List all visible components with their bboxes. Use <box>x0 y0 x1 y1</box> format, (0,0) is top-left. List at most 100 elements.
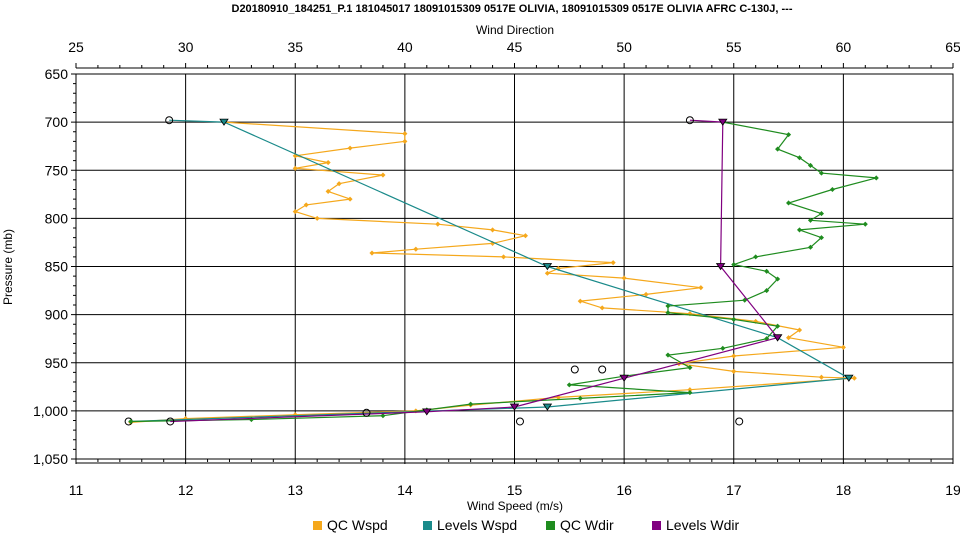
y-axis-title: Pressure (mb) <box>1 229 15 305</box>
qc-wspd-point <box>292 165 298 171</box>
legend-label: Levels Wspd <box>437 517 517 533</box>
qc-wdir-point <box>665 303 671 309</box>
qc-wdir-point <box>775 323 781 329</box>
qc-wdir-line <box>130 121 877 423</box>
x2-tick-label: 55 <box>726 39 742 55</box>
stray-marker <box>515 417 524 426</box>
x-tick-label: 15 <box>507 482 523 498</box>
qc-wspd-point <box>435 221 441 227</box>
stray-markers <box>362 365 744 426</box>
qc-wspd-line <box>130 121 855 423</box>
levels-wspd-point <box>165 116 174 125</box>
x-tick-label: 18 <box>836 482 852 498</box>
qc-wspd-point <box>698 285 704 291</box>
levels-wspd-point <box>219 118 229 126</box>
levels-wdir-point <box>772 334 783 342</box>
stray-marker <box>598 365 607 374</box>
x-tick-label: 19 <box>945 482 960 498</box>
qc-wdir-point <box>468 401 474 407</box>
y-tick-label: 1,050 <box>33 451 68 467</box>
qc-wspd-point <box>413 246 419 252</box>
legend: QC Wspd Levels Wspd QC Wdir Levels Wdir <box>313 517 739 533</box>
qc-wspd-point <box>687 387 693 393</box>
qc-wspd-point <box>347 196 353 202</box>
legend-item-qc-wspd[interactable]: QC Wspd <box>313 517 388 533</box>
legend-swatch <box>652 521 661 530</box>
legend-item-qc-wdir[interactable]: QC Wdir <box>546 517 614 533</box>
x2-tick-label: 35 <box>287 39 303 55</box>
qc-wdir-point <box>862 221 868 227</box>
qc-wdir-point <box>380 413 386 419</box>
qc-wdir-point <box>665 352 671 358</box>
y-tick-label: 800 <box>45 210 69 226</box>
x-tick-label: 17 <box>726 482 742 498</box>
legend-label: QC Wspd <box>327 517 388 533</box>
legend-swatch <box>313 521 322 530</box>
stray-marker <box>362 408 371 417</box>
stray-marker <box>735 417 744 426</box>
qc-wspd-point <box>544 270 550 276</box>
qc-wdir-point <box>764 268 770 274</box>
y-tick-label: 900 <box>45 307 69 323</box>
top-axis-title: Wind Direction <box>476 23 554 37</box>
series-group <box>124 116 879 426</box>
y-tick-label: 850 <box>45 259 69 275</box>
x2-tick-label: 45 <box>507 39 523 55</box>
levels-wspd-point <box>542 403 553 411</box>
x-tick-label: 11 <box>69 482 84 498</box>
stray-marker <box>570 365 579 374</box>
legend-label: QC Wdir <box>560 517 614 533</box>
x2-tick-label: 30 <box>178 39 194 55</box>
y-tick-label: 750 <box>45 162 69 178</box>
qc-wdir-point <box>796 155 803 161</box>
x2-tick-label: 60 <box>836 39 852 55</box>
x-tick-label: 13 <box>287 482 303 498</box>
x2-tick-label: 40 <box>397 39 413 55</box>
x-tick-label: 14 <box>397 482 413 498</box>
qc-wspd-point <box>818 374 824 380</box>
qc-wspd-point <box>402 138 408 144</box>
levels-wspd-point <box>542 263 553 271</box>
levels-wdir-point <box>619 374 629 382</box>
qc-wspd-point <box>610 260 616 266</box>
qc-wdir-point <box>764 288 770 294</box>
levels-wdir-line <box>170 119 779 423</box>
qc-wdir-point <box>731 316 737 322</box>
series-levels-wdir <box>166 116 783 426</box>
levels-wspd-point <box>844 374 854 382</box>
qc-wspd-point <box>314 215 320 221</box>
legend-swatch <box>546 521 555 530</box>
legend-item-levels-wdir[interactable]: Levels Wdir <box>652 517 739 533</box>
qc-wdir-point <box>128 418 134 425</box>
levels-wdir-point <box>715 263 726 271</box>
levels-wdir-point <box>166 417 175 426</box>
x-tick-label: 16 <box>616 482 632 498</box>
qc-wspd-point <box>347 145 353 151</box>
levels-wdir-point <box>685 116 694 125</box>
chart-title: D20180910_184251_P.1 181045017 180910153… <box>232 3 793 15</box>
qc-wspd-point <box>522 233 529 239</box>
y-tick-label: 1,000 <box>33 403 68 419</box>
levels-wdir-point <box>509 403 520 411</box>
qc-wspd-point <box>402 131 408 137</box>
levels-wdir-point <box>422 408 432 416</box>
x-tick-label: 12 <box>178 482 194 498</box>
levels-wdir-point <box>718 118 728 126</box>
qc-wdir-point <box>796 227 803 233</box>
legend-label: Levels Wdir <box>666 517 739 533</box>
qc-wspd-point <box>292 209 298 215</box>
x2-tick-label: 25 <box>68 39 84 55</box>
y-tick-label: 950 <box>45 355 69 371</box>
qc-wspd-point <box>621 275 627 281</box>
legend-item-levels-wspd[interactable]: Levels Wspd <box>423 517 517 533</box>
x2-tick-label: 65 <box>945 39 960 55</box>
y-tick-label: 650 <box>45 66 69 82</box>
legend-swatch <box>423 521 432 530</box>
x2-tick-label: 50 <box>616 39 632 55</box>
y-tick-label: 700 <box>45 114 69 130</box>
bottom-axis-title: Wind Speed (m/s) <box>467 499 563 513</box>
qc-wdir-point <box>720 345 726 351</box>
